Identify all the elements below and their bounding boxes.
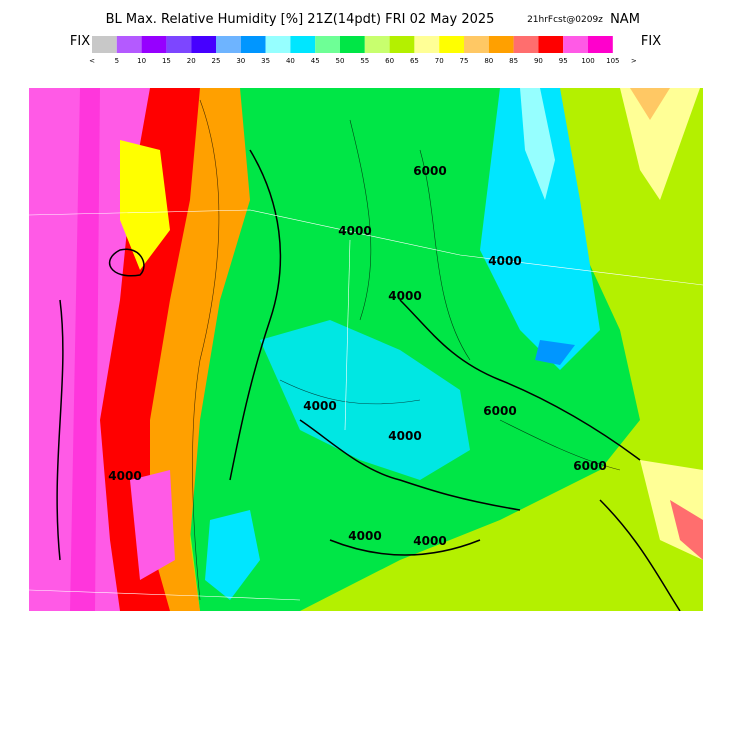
colorbar-label: 60: [385, 57, 394, 65]
colorbar-label: 5: [115, 57, 119, 65]
color-swatch: [588, 36, 613, 53]
color-swatch: [116, 36, 142, 53]
forecast-time: 21hrFcst@0209z: [527, 15, 603, 25]
colorbar-label: 40: [286, 57, 295, 65]
colorbar-label: 25: [212, 57, 221, 65]
color-swatch: [488, 36, 514, 53]
colorbar-label: >: [631, 57, 637, 65]
contour-label: 4000: [338, 224, 371, 238]
color-swatch: [191, 36, 216, 53]
colorbar-label: 15: [162, 57, 171, 65]
color-swatch: [389, 36, 415, 53]
colorbar-label: 55: [360, 57, 369, 65]
colorbar-label: 20: [187, 57, 196, 65]
contour-label: 4000: [108, 469, 141, 483]
fix-right: FIX: [641, 34, 661, 49]
colorbar-label: 30: [236, 57, 245, 65]
colorbar-label: 65: [410, 57, 419, 65]
contour-label: 4000: [388, 289, 421, 303]
color-swatch: [364, 36, 390, 53]
contour-label: 4000: [348, 529, 381, 543]
color-swatch: [315, 36, 340, 53]
contour-label: 4000: [413, 534, 446, 548]
contour-label: 4000: [388, 429, 421, 443]
color-swatch: [290, 36, 316, 53]
color-swatch: [240, 36, 266, 53]
color-swatch: [340, 36, 365, 53]
color-swatch: [538, 36, 564, 53]
colorbar-label: 90: [534, 57, 543, 65]
colorbar-label: 10: [137, 57, 146, 65]
colorbar-label: 45: [311, 57, 320, 65]
colorbar-label: 75: [460, 57, 469, 65]
colorbar: <5 10 15 20 25 30 35 40 45 50 55 60 65 70 75 80 85 90 95 10…: [89, 36, 637, 65]
contour-label: 6000: [573, 459, 606, 473]
color-swatch: [265, 36, 291, 53]
color-swatch: [414, 36, 440, 53]
color-swatch: [92, 36, 117, 53]
colorbar-label: 105: [606, 57, 619, 65]
map: 4000 4000 6000 4000 4000 4000 6000 4000 4000 4000…: [29, 88, 703, 611]
color-swatch: [216, 36, 241, 53]
colorbar-label: 50: [336, 57, 345, 65]
color-swatch: [563, 36, 588, 53]
colorbar-label: 100: [581, 57, 594, 65]
contour-label: 6000: [413, 164, 446, 178]
contour-label: 6000: [483, 404, 516, 418]
colorbar-label: 80: [484, 57, 493, 65]
colorbar-label: 70: [435, 57, 444, 65]
color-swatch: [439, 36, 464, 53]
color-swatch: [513, 36, 539, 53]
color-swatch: [464, 36, 489, 53]
colorbar-label: 35: [261, 57, 270, 65]
contour-label: 4000: [488, 254, 521, 268]
contour-label: 4000: [303, 399, 336, 413]
colorbar-label: 85: [509, 57, 518, 65]
colorbar-label: 95: [559, 57, 568, 65]
title: BL Max. Relative Humidity [%] 21Z(14pdt)…: [106, 12, 495, 27]
model-name: NAM: [610, 12, 640, 27]
fix-left: FIX: [70, 34, 90, 49]
color-swatch: [141, 36, 167, 53]
colorbar-label: <: [89, 57, 95, 65]
color-swatch: [166, 36, 192, 53]
